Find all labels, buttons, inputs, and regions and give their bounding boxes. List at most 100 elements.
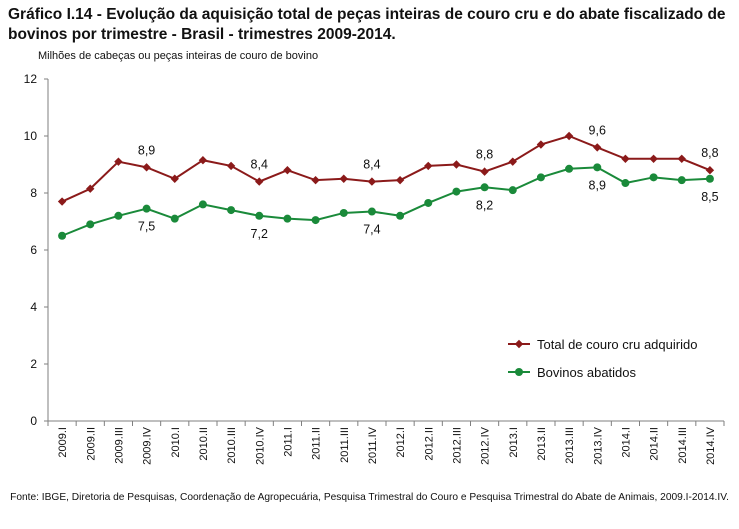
data-point bbox=[508, 157, 517, 166]
legend-label: Total de couro cru adquirido bbox=[537, 337, 697, 352]
data-point bbox=[593, 163, 602, 172]
data-point bbox=[58, 231, 67, 240]
x-tick-label: 2014.I bbox=[620, 427, 632, 458]
data-point bbox=[508, 186, 517, 195]
data-point bbox=[649, 173, 658, 182]
x-tick-label: 2009.III bbox=[113, 427, 125, 464]
y-tick-label: 2 bbox=[30, 357, 37, 371]
y-tick-label: 0 bbox=[30, 414, 37, 428]
data-point bbox=[339, 208, 348, 217]
chart-axes: 0 2 4 6 8 10 12 2009.I 2009.II 2009.III 2009.IV 201… bbox=[24, 72, 725, 465]
x-tick-label: 2014.IV bbox=[705, 426, 717, 465]
legend-marker bbox=[515, 368, 523, 376]
data-point bbox=[86, 220, 95, 229]
chart-legend: Total de couro cru adquirido Bovinos abat… bbox=[508, 337, 697, 380]
data-point bbox=[424, 198, 433, 207]
data-label: 8,2 bbox=[476, 198, 493, 212]
data-point bbox=[255, 211, 264, 220]
series-line bbox=[61, 134, 711, 203]
data-label: 8,8 bbox=[476, 148, 493, 162]
y-tick-label: 12 bbox=[24, 72, 38, 86]
legend-label: Bovinos abatidos bbox=[537, 365, 637, 380]
data-point bbox=[480, 167, 489, 176]
y-tick-label: 8 bbox=[30, 186, 37, 200]
data-point bbox=[86, 184, 95, 193]
data-point bbox=[452, 160, 461, 169]
data-point bbox=[283, 166, 292, 175]
data-point bbox=[339, 174, 348, 183]
data-point bbox=[677, 154, 686, 163]
x-tick-label: 2009.I bbox=[57, 427, 69, 458]
data-point bbox=[564, 131, 574, 141]
x-tick-label: 2014.II bbox=[649, 427, 661, 461]
data-point bbox=[170, 214, 179, 223]
x-tick-label: 2012.II bbox=[423, 427, 435, 461]
data-point bbox=[565, 164, 574, 173]
data-point bbox=[452, 187, 461, 196]
x-tick-label: 2010.II bbox=[198, 427, 210, 461]
data-label: 9,6 bbox=[589, 123, 606, 137]
x-tick-label: 2009.II bbox=[85, 427, 97, 461]
data-point bbox=[226, 161, 236, 171]
chart-series bbox=[57, 131, 715, 240]
data-point bbox=[367, 207, 376, 216]
data-label: 7,2 bbox=[251, 227, 268, 241]
data-label: 8,9 bbox=[138, 143, 155, 157]
data-point bbox=[480, 183, 489, 192]
data-point bbox=[705, 166, 715, 175]
data-point bbox=[311, 175, 320, 185]
data-point bbox=[649, 154, 658, 163]
chart-data-labels: 8,9 8,4 8,4 8,8 9,6 8,8 7,5 7,2 7,4 8,2 8,9 8,5 bbox=[138, 123, 719, 240]
y-tick-label: 4 bbox=[30, 300, 37, 314]
x-tick-label: 2011.IV bbox=[367, 426, 379, 464]
data-label: 8,4 bbox=[251, 158, 268, 172]
x-tick-label: 2011.I bbox=[282, 427, 294, 457]
data-label: 8,5 bbox=[701, 190, 718, 204]
data-point bbox=[198, 200, 207, 209]
y-tick-label: 6 bbox=[30, 243, 37, 257]
data-point bbox=[142, 163, 151, 172]
data-point bbox=[114, 211, 123, 220]
x-tick-label: 2009.IV bbox=[142, 426, 154, 465]
data-point bbox=[170, 174, 179, 183]
data-point bbox=[114, 157, 123, 166]
series-line bbox=[61, 166, 710, 237]
data-point bbox=[142, 204, 151, 213]
data-label: 7,5 bbox=[138, 220, 155, 234]
data-point bbox=[255, 177, 264, 186]
x-tick-label: 2014.III bbox=[677, 427, 689, 464]
data-point bbox=[198, 156, 208, 165]
y-axis-label: Milhões de cabeças ou peças inteiras de … bbox=[38, 50, 319, 62]
x-tick-label: 2011.III bbox=[339, 427, 351, 463]
x-tick-label: 2012.I bbox=[395, 427, 407, 458]
data-label: 8,4 bbox=[363, 158, 380, 172]
data-point bbox=[536, 140, 546, 149]
x-tick-label: 2012.III bbox=[451, 427, 463, 464]
x-tick-label: 2013.I bbox=[508, 427, 520, 458]
data-point bbox=[677, 176, 686, 185]
data-label: 7,4 bbox=[363, 223, 380, 237]
source-note: Fonte: IBGE, Diretoria de Pesquisas, Coo… bbox=[10, 492, 729, 503]
data-point bbox=[395, 175, 405, 185]
data-point bbox=[311, 216, 320, 225]
x-tick-label: 2011.II bbox=[311, 427, 323, 460]
data-point bbox=[396, 211, 405, 220]
data-point bbox=[536, 173, 545, 182]
data-point bbox=[424, 161, 433, 171]
data-point bbox=[367, 177, 377, 186]
data-point bbox=[283, 214, 292, 223]
data-point bbox=[227, 206, 236, 215]
data-point bbox=[621, 154, 630, 163]
data-point bbox=[593, 143, 602, 152]
x-tick-label: 2012.IV bbox=[480, 426, 492, 465]
data-point bbox=[621, 179, 630, 188]
data-point bbox=[57, 197, 67, 206]
x-tick-label: 2010.III bbox=[226, 427, 238, 464]
y-tick-label: 10 bbox=[24, 129, 38, 143]
chart-title: Gráfico I.14 - Evolução da aquisição tot… bbox=[8, 6, 726, 43]
x-tick-label: 2010.I bbox=[170, 427, 182, 458]
x-tick-label: 2013.II bbox=[536, 427, 548, 461]
data-label: 8,8 bbox=[701, 146, 718, 160]
x-tick-label: 2013.III bbox=[564, 427, 576, 464]
